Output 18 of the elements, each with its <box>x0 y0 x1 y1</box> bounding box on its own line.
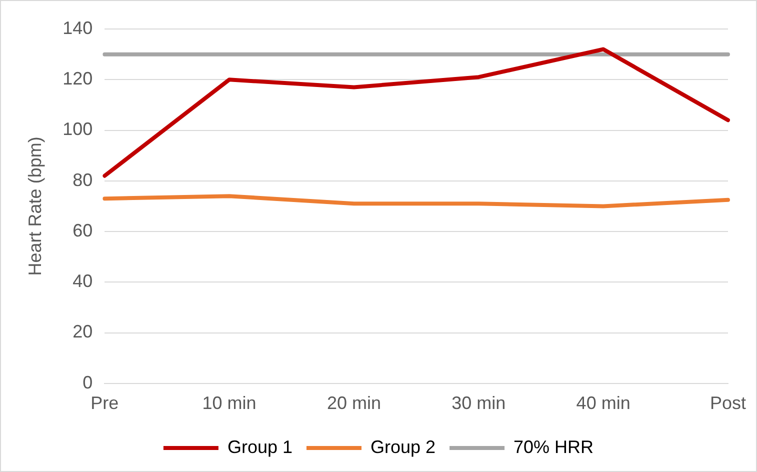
y-tick-label: 40 <box>72 271 93 292</box>
y-tick-label: 60 <box>72 220 93 240</box>
legend-label: Group 2 <box>370 436 436 457</box>
x-tick-label: Pre <box>90 393 119 414</box>
legend-label: 70% HRR <box>514 436 594 457</box>
y-tick-label: 120 <box>62 68 93 89</box>
x-tick-label: 20 min <box>326 393 381 414</box>
x-tick-label: 40 min <box>576 393 630 414</box>
y-tick-label: 100 <box>62 119 93 140</box>
y-tick-label: 20 <box>72 322 93 342</box>
y-tick-label: 0 <box>82 372 93 392</box>
x-tick-label: 10 min <box>202 393 256 414</box>
legend-label: Group 1 <box>227 436 292 457</box>
x-tick-label: 30 min <box>452 393 506 414</box>
y-tick-label: 80 <box>72 170 93 190</box>
y-axis-title: Heart Rate (bpm) <box>24 136 45 276</box>
y-tick-label: 140 <box>62 18 93 38</box>
x-tick-label: Post <box>710 393 746 414</box>
